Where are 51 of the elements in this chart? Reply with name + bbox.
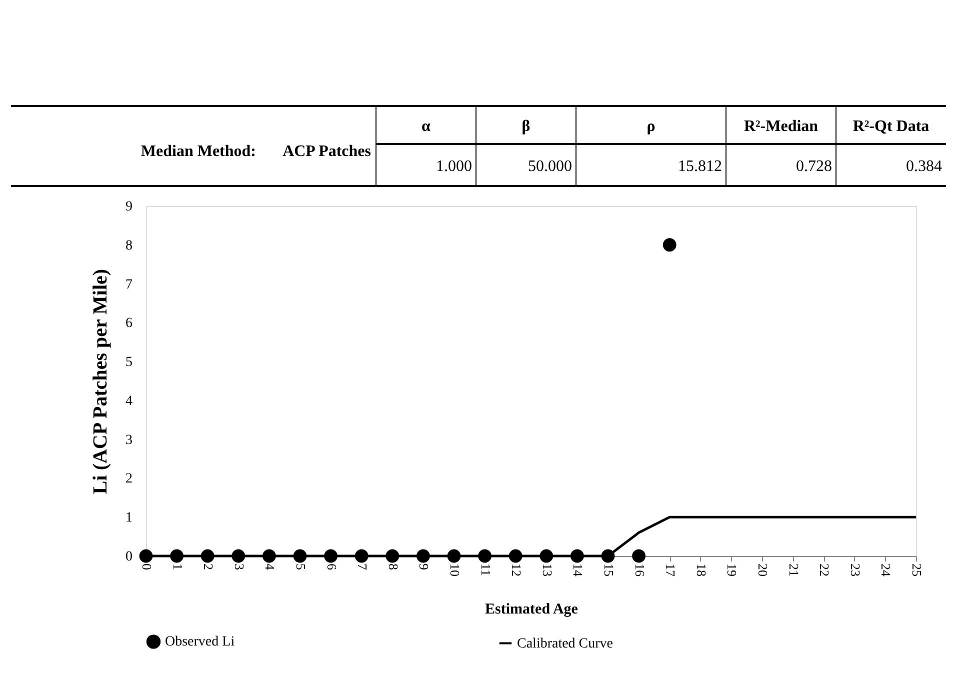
- x-tick-label: 8: [386, 564, 401, 570]
- x-tick-label: 12: [509, 564, 524, 576]
- x-tick-label: 18: [694, 564, 709, 576]
- y-tick-label: 6: [126, 316, 132, 332]
- text: Median Method:: [140, 143, 256, 160]
- x-tick-label: 14: [570, 564, 586, 577]
- x-tick-label: 11: [478, 564, 494, 576]
- x-tick-label: 7: [355, 564, 370, 570]
- y-tick-label: 1: [126, 510, 132, 526]
- x-tick-label: 21: [786, 564, 802, 576]
- x-tick-label: 20: [756, 564, 770, 576]
- y-tick-label: 3: [126, 432, 132, 448]
- x-tick-label: 0: [140, 564, 154, 570]
- x-tick-label: 17: [663, 564, 678, 577]
- x-tick-label: 23: [848, 564, 863, 576]
- x-tick-label: 5: [294, 564, 308, 570]
- y-tick-label: 9: [126, 200, 132, 214]
- x-tick-label: 3: [232, 564, 247, 570]
- text: 15.812: [678, 158, 722, 175]
- text: 50.000: [528, 158, 572, 175]
- y-tick-label: 7: [126, 277, 132, 292]
- x-tick-label: 4: [262, 564, 278, 570]
- text: 0.728: [796, 158, 832, 175]
- x-tick-label: 25: [910, 564, 924, 576]
- text: 1.000: [436, 158, 472, 175]
- x-tick-label: 13: [540, 564, 555, 576]
- text: R²-Qt Data: [852, 118, 930, 135]
- legend-label: Calibrated Curve: [517, 636, 614, 652]
- x-tick-label: 10: [448, 564, 462, 576]
- x-tick-label: 19: [724, 564, 740, 576]
- x-tick-label: 2: [201, 564, 216, 570]
- text: R²-Median: [744, 118, 818, 135]
- text: β: [522, 118, 530, 135]
- text: 0.384: [906, 158, 942, 175]
- y-axis-title: Li (ACP Patches per Mile): [90, 268, 112, 494]
- x-tick-label: 15: [602, 564, 616, 576]
- text: ACP Patches: [282, 143, 371, 160]
- y-tick-label: 4: [126, 394, 132, 409]
- x-tick-label: 16: [632, 564, 648, 577]
- x-tick-label: 1: [170, 564, 186, 570]
- text: ρ: [646, 118, 656, 135]
- y-tick-label: 8: [126, 238, 132, 254]
- legend-label: Observed Li: [165, 634, 235, 650]
- x-tick-label: 6: [324, 564, 340, 570]
- y-tick-label: 5: [126, 355, 132, 370]
- y-tick-label: 2: [126, 472, 132, 487]
- x-tick-label: 24: [878, 564, 894, 577]
- x-tick-label: 22: [817, 564, 832, 576]
- text: α: [422, 118, 431, 135]
- x-tick-label: 9: [416, 564, 432, 570]
- x-axis-title: Estimated Age: [485, 602, 578, 618]
